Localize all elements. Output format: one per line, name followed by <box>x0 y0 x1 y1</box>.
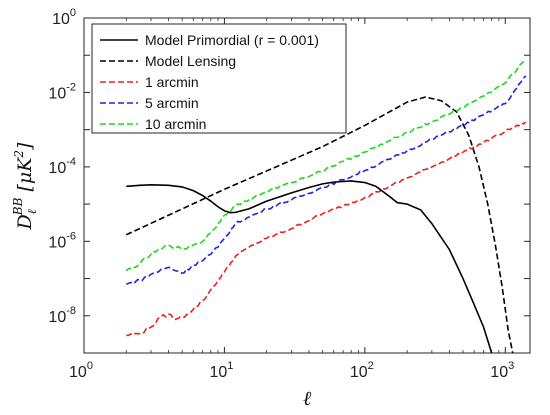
x-axis-label: ℓ <box>303 386 312 410</box>
series-lines <box>125 58 527 353</box>
y-tick-label: 100 <box>52 7 76 28</box>
x-tick-label: 102 <box>350 360 374 381</box>
series-line-2 <box>126 121 527 337</box>
series-line-0 <box>126 180 493 353</box>
series-line-3 <box>125 75 527 286</box>
legend-label: Model Primordial (r = 0.001) <box>145 32 319 48</box>
legend-label: 10 arcmin <box>145 116 206 132</box>
series-line-1 <box>125 96 514 353</box>
legend-label: Model Lensing <box>145 53 236 69</box>
y-tick-label: 10-4 <box>48 156 76 177</box>
legend-label: 1 arcmin <box>145 74 199 90</box>
x-tick-label: 103 <box>490 360 514 381</box>
y-tick-label: 10-2 <box>48 81 76 102</box>
y-tick-label: 10-8 <box>48 305 76 326</box>
y-tick-label: 10-6 <box>48 230 76 251</box>
svg-text:DℓBB [μK2]: DℓBB [μK2] <box>11 142 39 231</box>
axis-ticks: 100 101 102 103 10-8 10-6 10-4 10-2 100 <box>48 7 530 381</box>
legend-label: 5 arcmin <box>145 95 199 111</box>
x-tick-label: 100 <box>69 360 93 381</box>
legend-box <box>91 23 347 134</box>
series-line-4 <box>125 58 527 272</box>
legend: Model Primordial (r = 0.001) Model Lensin… <box>91 23 347 134</box>
x-tick-label: 101 <box>209 360 233 381</box>
y-axis-label: DℓBB [μK2] <box>11 142 39 231</box>
